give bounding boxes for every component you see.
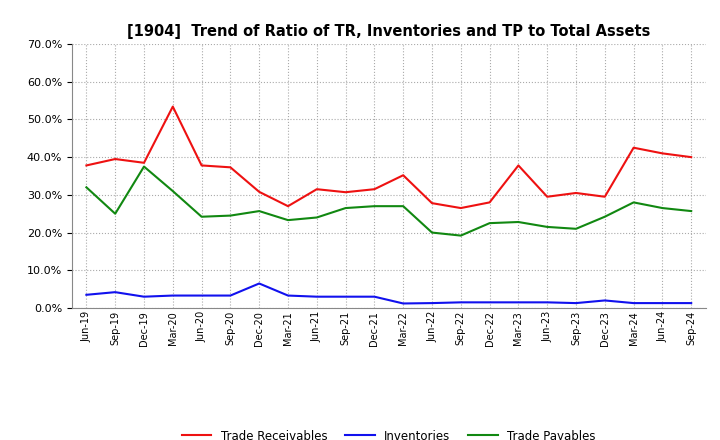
- Trade Payables: [168, 188, 177, 194]
- Inventories: [629, 301, 638, 306]
- Trade Receivables: [428, 201, 436, 206]
- Trade Receivables: [341, 190, 350, 195]
- Trade Receivables: [399, 172, 408, 178]
- Trade Receivables: [226, 165, 235, 170]
- Inventories: [485, 300, 494, 305]
- Trade Payables: [341, 205, 350, 211]
- Trade Payables: [543, 224, 552, 230]
- Inventories: [399, 301, 408, 306]
- Trade Receivables: [168, 104, 177, 109]
- Trade Payables: [312, 215, 321, 220]
- Trade Payables: [428, 230, 436, 235]
- Inventories: [255, 281, 264, 286]
- Trade Receivables: [687, 154, 696, 160]
- Trade Receivables: [456, 205, 465, 211]
- Inventories: [428, 301, 436, 306]
- Trade Receivables: [197, 163, 206, 168]
- Inventories: [226, 293, 235, 298]
- Inventories: [312, 294, 321, 299]
- Trade Receivables: [600, 194, 609, 199]
- Inventories: [168, 293, 177, 298]
- Legend: Trade Receivables, Inventories, Trade Payables: Trade Receivables, Inventories, Trade Pa…: [177, 425, 600, 440]
- Inventories: [140, 294, 148, 299]
- Trade Receivables: [82, 163, 91, 168]
- Line: Inventories: Inventories: [86, 283, 691, 304]
- Trade Payables: [399, 204, 408, 209]
- Trade Payables: [687, 209, 696, 214]
- Trade Payables: [658, 205, 667, 211]
- Trade Receivables: [485, 200, 494, 205]
- Trade Payables: [82, 185, 91, 190]
- Line: Trade Receivables: Trade Receivables: [86, 106, 691, 208]
- Inventories: [572, 301, 580, 306]
- Trade Payables: [111, 211, 120, 216]
- Trade Payables: [197, 214, 206, 220]
- Trade Payables: [514, 220, 523, 225]
- Trade Payables: [140, 164, 148, 169]
- Inventories: [514, 300, 523, 305]
- Title: [1904]  Trend of Ratio of TR, Inventories and TP to Total Assets: [1904] Trend of Ratio of TR, Inventories…: [127, 24, 650, 39]
- Trade Payables: [456, 233, 465, 238]
- Trade Payables: [370, 204, 379, 209]
- Trade Receivables: [140, 160, 148, 165]
- Inventories: [284, 293, 292, 298]
- Inventories: [658, 301, 667, 306]
- Inventories: [197, 293, 206, 298]
- Trade Payables: [600, 214, 609, 220]
- Trade Receivables: [312, 187, 321, 192]
- Inventories: [600, 298, 609, 303]
- Inventories: [687, 301, 696, 306]
- Inventories: [82, 292, 91, 297]
- Trade Payables: [572, 226, 580, 231]
- Trade Receivables: [629, 145, 638, 150]
- Inventories: [456, 300, 465, 305]
- Trade Receivables: [284, 204, 292, 209]
- Trade Receivables: [111, 156, 120, 161]
- Trade Payables: [629, 200, 638, 205]
- Inventories: [370, 294, 379, 299]
- Trade Receivables: [255, 189, 264, 194]
- Trade Receivables: [543, 194, 552, 199]
- Trade Receivables: [370, 187, 379, 192]
- Trade Payables: [226, 213, 235, 218]
- Trade Receivables: [572, 191, 580, 196]
- Inventories: [543, 300, 552, 305]
- Trade Payables: [284, 217, 292, 223]
- Trade Receivables: [658, 151, 667, 156]
- Trade Payables: [485, 220, 494, 226]
- Trade Payables: [255, 209, 264, 214]
- Inventories: [111, 290, 120, 295]
- Line: Trade Payables: Trade Payables: [86, 167, 691, 235]
- Inventories: [341, 294, 350, 299]
- Trade Receivables: [514, 163, 523, 168]
